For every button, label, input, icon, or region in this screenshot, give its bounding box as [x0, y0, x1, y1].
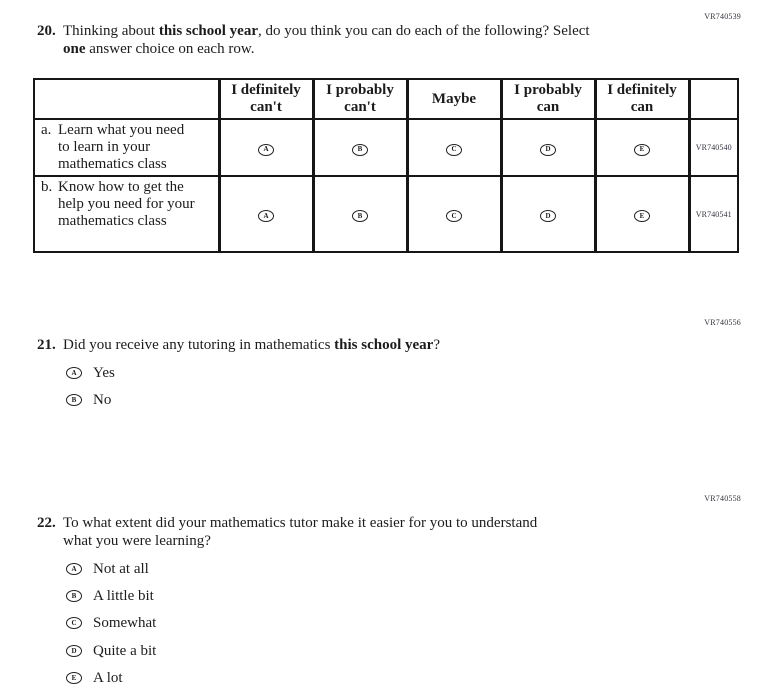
answer-bubble-c[interactable]: C [446, 143, 462, 156]
q21-option-yes[interactable]: A Yes [66, 365, 115, 381]
q21-text-bold: this school year [334, 337, 434, 353]
row-b-label-wrap: b. Know how to get the help you need for… [41, 179, 214, 230]
question-22-line2: what you were learning? [63, 533, 211, 549]
row-b-label-cell: b. Know how to get the help you need for… [33, 175, 220, 253]
row-a-answer-cell-b: B [311, 118, 408, 177]
row-a-label: Learn what you need to learn in your mat… [58, 122, 185, 172]
q21-option-no[interactable]: B No [66, 392, 111, 408]
question-22: 22. To what extent did your mathematics … [37, 514, 537, 550]
answer-bubble-e[interactable]: E [634, 143, 650, 156]
answer-bubble-a[interactable]: A [258, 143, 274, 156]
q20-response-table: I definitely can't I probably can't Mayb… [33, 78, 739, 253]
q22-option-quite-a-bit-label: Quite a bit [93, 643, 157, 659]
row-b-vr-cell: VR740541 [687, 175, 739, 253]
row-a-label-cell: a. Learn what you need to learn in your … [33, 118, 220, 177]
question-21: 21. Did you receive any tutoring in math… [37, 336, 440, 354]
question-21-line1: Did you receive any tutoring in mathemat… [63, 336, 440, 354]
question-22-number: 22. [37, 515, 56, 531]
q20-text-post: answer choice on each row. [85, 41, 255, 57]
answer-bubble-a[interactable]: A [66, 563, 82, 575]
q20-text-bold2: one [63, 41, 86, 57]
vr-code-row-b: VR740541 [695, 209, 732, 219]
vr-code-q20: VR740539 [704, 12, 741, 21]
q22-option-quite-a-bit[interactable]: D Quite a bit [66, 643, 156, 659]
q22-option-not-at-all[interactable]: A Not at all [66, 561, 149, 577]
row-a-label-wrap: a. Learn what you need to learn in your … [41, 122, 214, 173]
answer-bubble-b[interactable]: B [352, 210, 368, 222]
question-20-number: 20. [37, 23, 56, 39]
answer-bubble-b[interactable]: B [66, 394, 82, 406]
row-a-answer-cell-a: A [217, 118, 314, 177]
answer-bubble-c[interactable]: C [446, 210, 462, 222]
table-corner-cell [33, 78, 220, 120]
q22-option-a-little-bit-label: A little bit [93, 588, 154, 604]
column-header-definitely-cant: I definitely can't [217, 78, 314, 120]
table-row-b: b. Know how to get the help you need for… [33, 175, 739, 253]
q20-text-bold1: this school year [158, 23, 258, 39]
question-21-number: 21. [37, 337, 56, 353]
q21-text-pre: Did you receive any tutoring in mathemat… [63, 337, 335, 353]
question-21-text: Did you receive any tutoring in mathemat… [63, 336, 440, 354]
question-20: 20. Thinking about this school year, do … [37, 22, 590, 58]
row-b-answer-cell-d: D [499, 175, 596, 253]
answer-bubble-b[interactable]: B [66, 590, 82, 602]
q22-option-a-little-bit[interactable]: B A little bit [66, 588, 154, 604]
answer-bubble-c[interactable]: C [66, 617, 82, 629]
q21-text-post: ? [433, 337, 441, 353]
row-a-vr-cell: VR740540 [687, 118, 739, 177]
q21-option-no-label: No [93, 392, 112, 408]
vr-code-q21: VR740556 [704, 318, 741, 327]
question-20-line2: one answer choice on each row. [63, 40, 590, 58]
row-b-label: Know how to get the help you need for yo… [58, 179, 195, 229]
question-20-line1: Thinking about this school year, do you … [63, 22, 590, 40]
row-b-answer-cell-a: A [217, 175, 314, 253]
row-b-answer-cell-b: B [311, 175, 408, 253]
table-row-a: a. Learn what you need to learn in your … [33, 118, 739, 177]
column-header-definitely-can: I definitely can [593, 78, 690, 120]
answer-bubble-d[interactable]: D [540, 210, 556, 222]
q20-text-pre: Thinking about [63, 23, 159, 39]
q22-option-a-lot[interactable]: E A lot [66, 670, 123, 686]
row-a-answer-cell-c: C [405, 118, 502, 177]
column-header-maybe: Maybe [405, 78, 502, 120]
column-header-probably-can: I probably can [499, 78, 596, 120]
answer-bubble-d[interactable]: D [66, 645, 82, 657]
q22-option-not-at-all-label: Not at all [93, 561, 149, 577]
question-22-text: To what extent did your mathematics tuto… [63, 514, 537, 550]
answer-bubble-a[interactable]: A [66, 367, 82, 379]
column-header-probably-cant: I probably can't [311, 78, 408, 120]
row-b-answer-cell-e: E [593, 175, 690, 253]
question-22-line1: To what extent did your mathematics tuto… [63, 515, 538, 531]
answer-bubble-e[interactable]: E [634, 210, 650, 222]
row-a-answer-cell-d: D [499, 118, 596, 177]
row-b-answer-cell-c: C [405, 175, 502, 253]
answer-bubble-e[interactable]: E [66, 672, 82, 684]
answer-bubble-b[interactable]: B [352, 143, 368, 156]
row-a-answer-cell-e: E [593, 118, 690, 177]
question-20-text: Thinking about this school year, do you … [63, 22, 590, 58]
q20-text-mid: , do you think you can do each of the fo… [258, 23, 590, 39]
vr-code-q22: VR740558 [704, 494, 741, 503]
row-b-letter: b. [41, 179, 53, 195]
column-header-vr [687, 78, 739, 120]
vr-code-row-a: VR740540 [695, 143, 732, 152]
answer-bubble-a[interactable]: A [258, 210, 274, 222]
q22-option-somewhat-label: Somewhat [93, 615, 157, 631]
q22-option-a-lot-label: A lot [93, 670, 123, 686]
q21-option-yes-label: Yes [93, 365, 115, 381]
row-a-letter: a. [41, 122, 52, 138]
table-header-row: I definitely can't I probably can't Mayb… [33, 78, 739, 120]
q22-option-somewhat[interactable]: C Somewhat [66, 615, 156, 631]
answer-bubble-d[interactable]: D [540, 143, 556, 156]
